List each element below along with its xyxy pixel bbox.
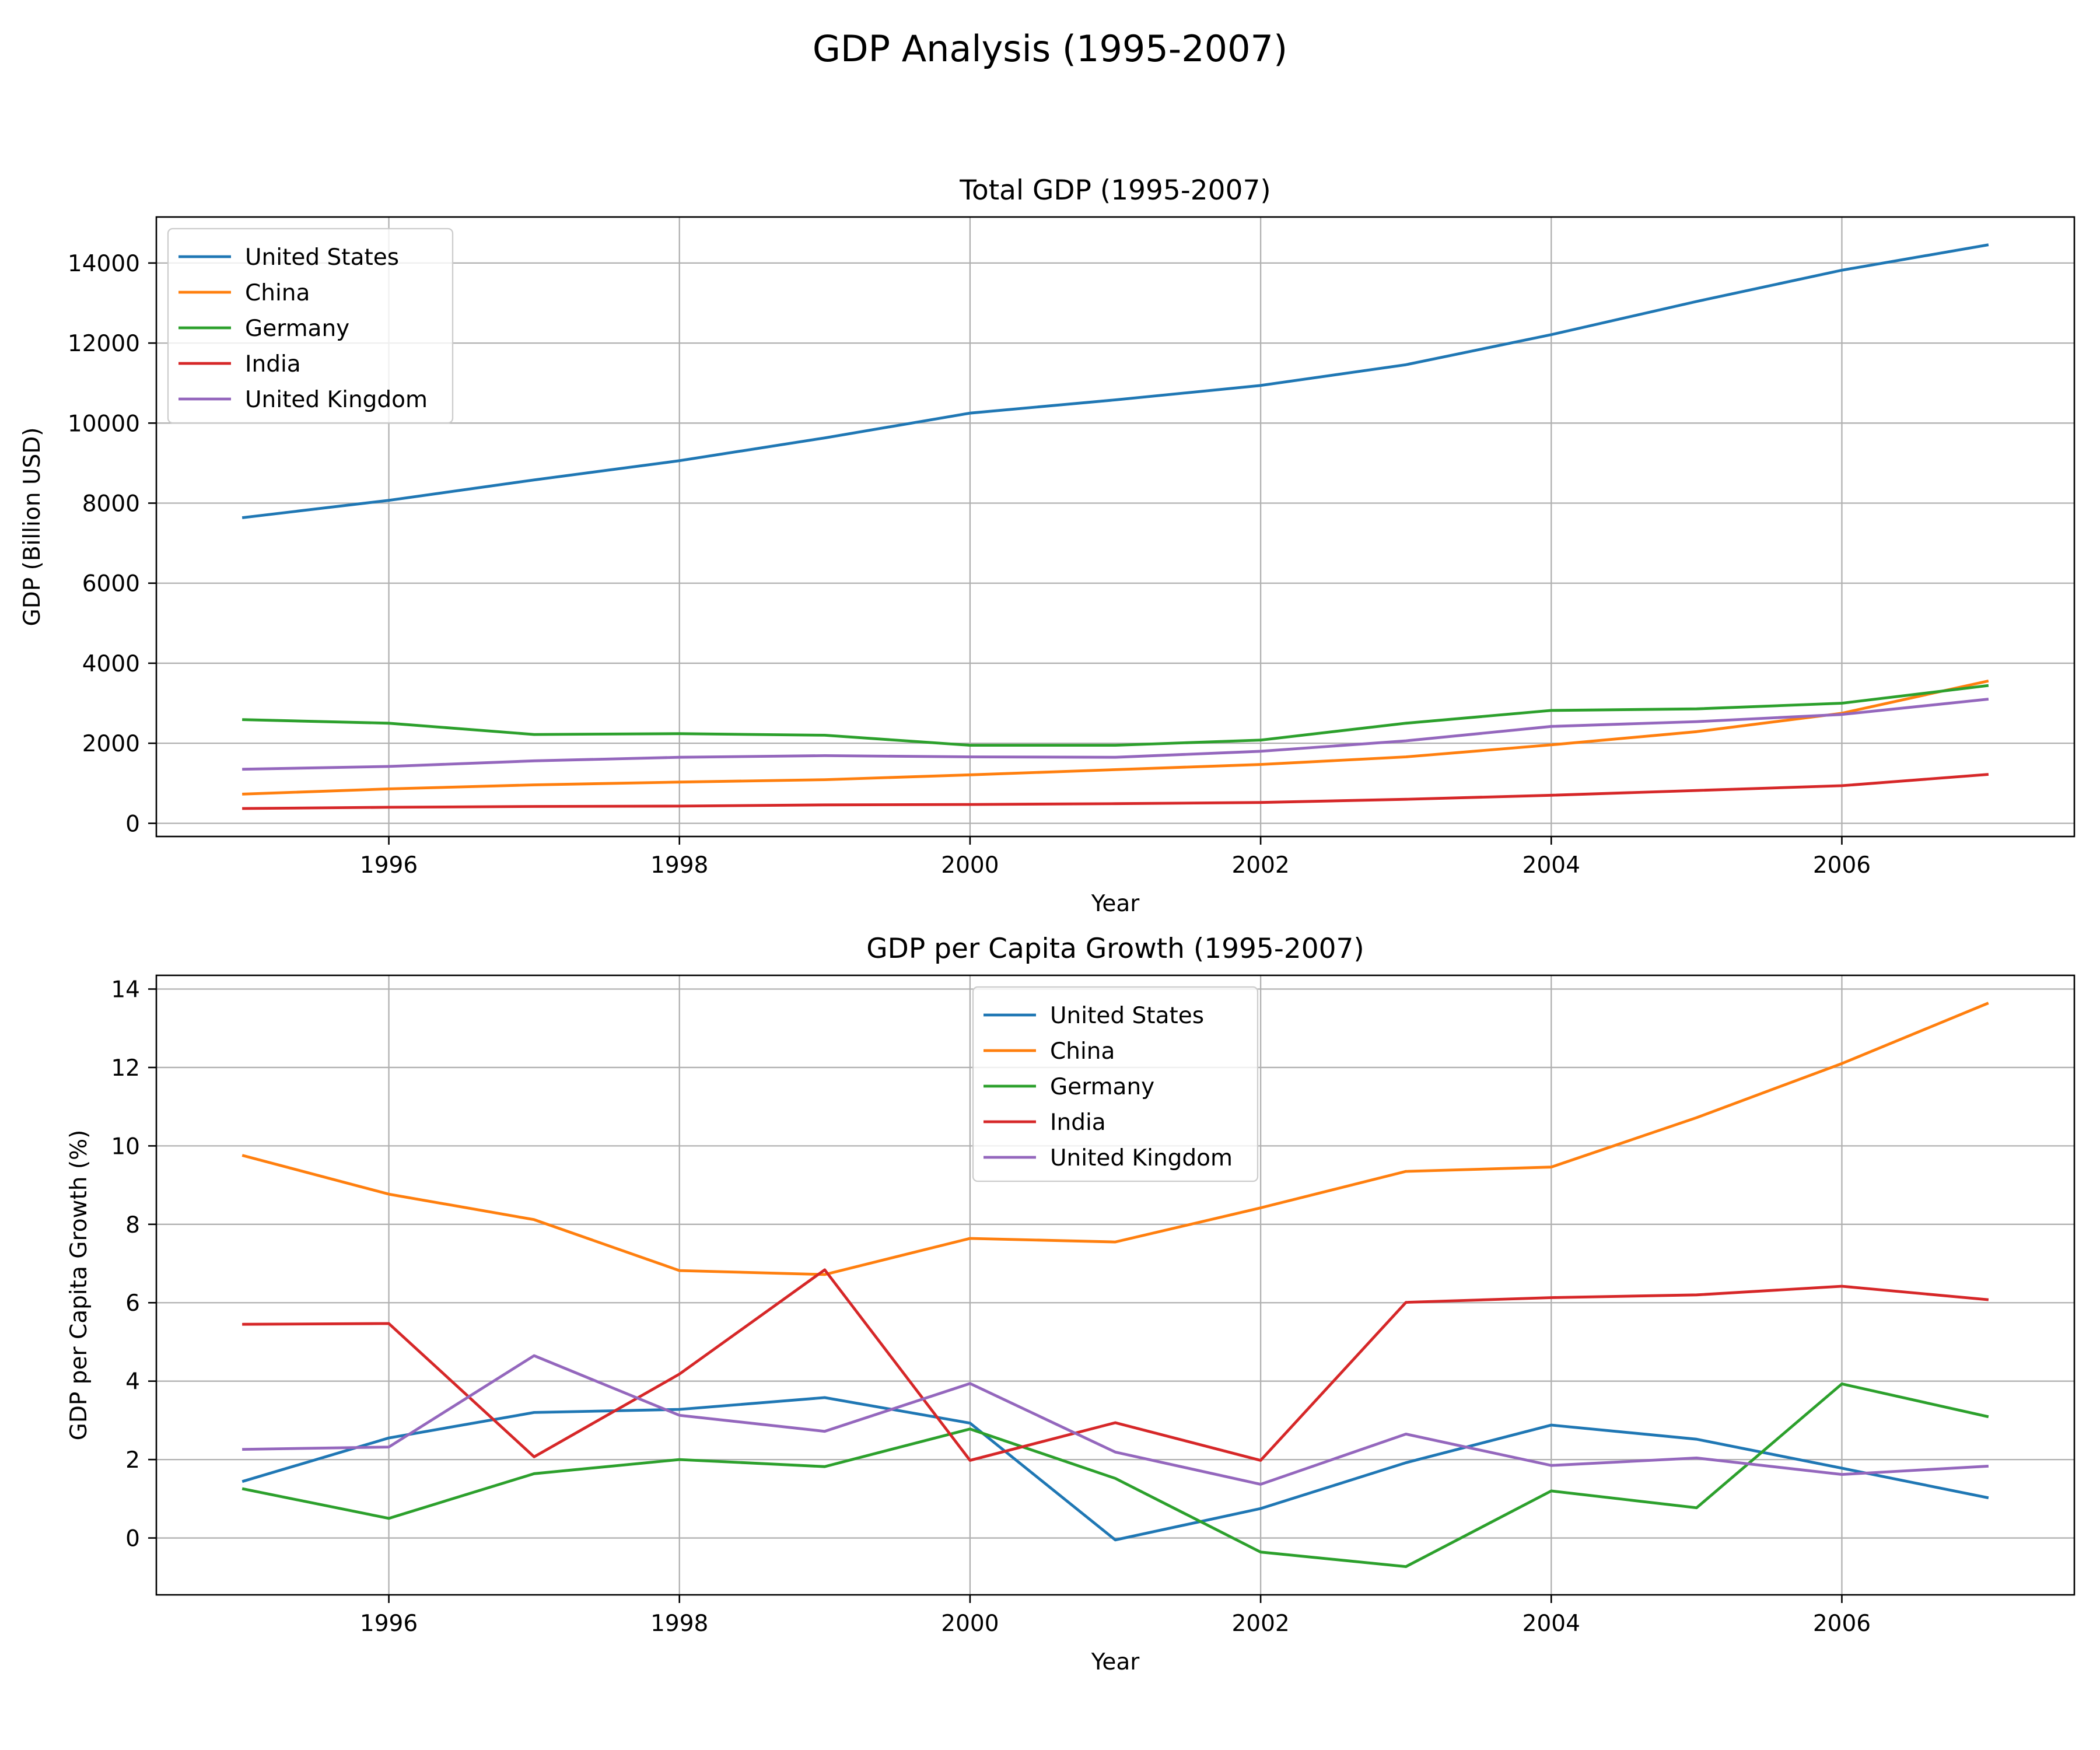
x-tick-label: 1998 xyxy=(650,852,708,878)
x-tick-label: 2002 xyxy=(1231,1611,1289,1637)
series-line-india xyxy=(242,773,1989,810)
y-tick-label: 2000 xyxy=(82,731,140,757)
y-tick-label: 14 xyxy=(111,977,140,1003)
y-tick-label: 4000 xyxy=(82,651,140,677)
y-tick-label: 6 xyxy=(125,1290,140,1317)
series-line-united-states xyxy=(242,1396,1989,1542)
x-tick-label: 2006 xyxy=(1813,1611,1871,1637)
gdp-per-capita-growth-1995-2007-y-axis-label: GDP per Capita Growth (%) xyxy=(66,1130,92,1441)
legend-label-united-kingdom: United Kingdom xyxy=(245,387,428,413)
gdp-per-capita-growth-1995-2007-axes-frame xyxy=(155,974,2076,1596)
legend-box xyxy=(972,986,1259,1182)
x-tick-label: 1996 xyxy=(360,852,418,878)
gdp-per-capita-growth-1995-2007-x-axis-label: Year xyxy=(1091,1649,1140,1675)
y-tick-label: 0 xyxy=(125,811,140,837)
gdp-per-capita-growth-chart: 1996 1998 2000 2002 2004 2006 0 2 4 6 8 10 12 14 GDP p… xyxy=(66,933,2076,1675)
figure-title: GDP Analysis (1995-2007) xyxy=(813,27,1287,70)
series-line-germany xyxy=(242,684,1989,747)
legend-label-united-states: United States xyxy=(245,244,399,271)
y-tick-label: 10000 xyxy=(68,411,140,437)
total-gdp-1995-2007-x-axis-label: Year xyxy=(1091,891,1140,917)
y-tick-label: 12000 xyxy=(68,331,140,357)
y-tick-label: 8000 xyxy=(82,491,140,517)
y-tick-label: 2 xyxy=(125,1447,140,1474)
y-tick-label: 8 xyxy=(125,1212,140,1238)
gdp-per-capita-growth-1995-2007-title: GDP per Capita Growth (1995-2007) xyxy=(866,933,1364,965)
series-line-china xyxy=(242,679,1989,796)
y-tick-label: 10 xyxy=(111,1133,140,1160)
x-tick-label: 2006 xyxy=(1813,852,1871,878)
x-tick-label: 2002 xyxy=(1231,852,1289,878)
gdp-per-capita-growth-1995-2007-series xyxy=(242,1002,1989,1568)
series-line-china xyxy=(242,1002,1989,1276)
total-gdp-1995-2007-y-axis-label: GDP (Billion USD) xyxy=(19,427,46,626)
legend-label-united-states: United States xyxy=(1050,1003,1204,1029)
series-line-germany xyxy=(242,1382,1989,1568)
y-tick-label: 4 xyxy=(125,1369,140,1395)
series-line-united-states xyxy=(242,243,1989,519)
series-line-united-kingdom xyxy=(242,1354,1989,1486)
y-tick-label: 14000 xyxy=(68,251,140,277)
total-gdp-1995-2007-grid xyxy=(156,217,2074,836)
total-gdp-1995-2007-title: Total GDP (1995-2007) xyxy=(959,174,1270,206)
x-tick-label: 1996 xyxy=(360,1611,418,1637)
legend-label-india: India xyxy=(1050,1110,1106,1136)
x-tick-label: 2004 xyxy=(1522,852,1580,878)
x-tick-label: 2000 xyxy=(941,852,999,878)
legend-label-china: China xyxy=(245,280,310,306)
gdp-per-capita-growth-1995-2007-legend: United States China Germany India United Kin… xyxy=(972,986,1259,1182)
total-gdp-chart: 1996 1998 2000 2002 2004 2006 0 2000 4000 6000 800… xyxy=(19,174,2076,917)
x-tick-label: 1998 xyxy=(650,1611,708,1637)
series-line-united-kingdom xyxy=(242,698,1989,771)
x-tick-label: 2000 xyxy=(941,1611,999,1637)
y-tick-label: 0 xyxy=(125,1526,140,1552)
legend-label-united-kingdom: United Kingdom xyxy=(1050,1145,1233,1171)
series-line-india xyxy=(242,1268,1989,1462)
legend-label-germany: Germany xyxy=(245,316,349,342)
legend-label-india: India xyxy=(245,351,301,377)
total-gdp-1995-2007-series xyxy=(242,243,1989,810)
total-gdp-1995-2007-legend: United States China Germany India United Kin… xyxy=(167,228,454,424)
legend-box xyxy=(167,228,454,424)
legend-label-germany: Germany xyxy=(1050,1074,1154,1100)
legend-label-china: China xyxy=(1050,1038,1115,1065)
y-tick-label: 6000 xyxy=(82,571,140,597)
y-tick-label: 12 xyxy=(111,1055,140,1082)
x-tick-label: 2004 xyxy=(1522,1611,1580,1637)
total-gdp-1995-2007-axes-frame xyxy=(155,216,2076,838)
